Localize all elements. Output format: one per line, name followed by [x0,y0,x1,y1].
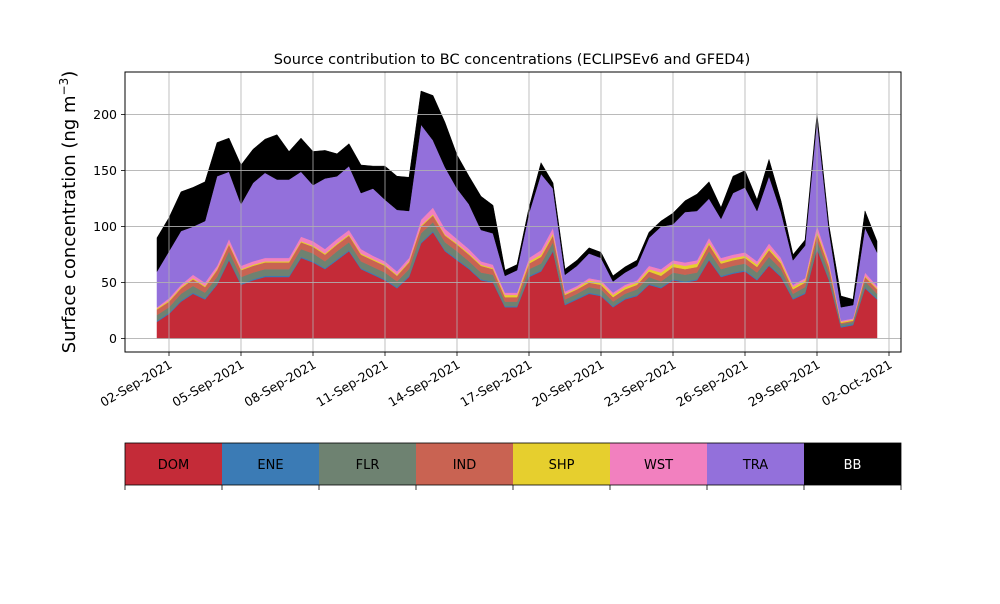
legend-label-dom: DOM [158,458,189,473]
y-axis-label-main: Surface concentration (ng m [59,95,80,353]
legend-swatch-ene [222,443,319,485]
legend-swatch-flr [319,443,416,485]
y-tick-label: 50 [101,275,117,290]
legend-swatch-tra [707,443,804,485]
y-tick-label: 200 [93,107,117,122]
plot-frame [124,71,902,353]
legend-swatch-ind [416,443,513,485]
legend-colorbar: DOM ENE FLR IND SHP WST TRA BB [124,442,902,490]
area-bb [156,90,878,308]
legend-label-ene: ENE [257,458,283,473]
y-tick-label: 100 [93,219,117,234]
legend-label-wst: WST [644,458,673,473]
legend-label-bb: BB [844,458,862,473]
legend-label-tra: TRA [742,458,768,473]
y-axis-label-exponent: −3 [57,78,71,96]
legend-label-ind: IND [453,458,477,473]
legend-swatch-wst [610,443,707,485]
legend-swatch-bb [804,443,901,485]
area-layers [156,90,878,339]
grid-lines [125,72,901,352]
chart-title: Source contribution to BC concentrations… [274,52,751,68]
y-axis-label: Surface concentration (ng m−3) [57,71,80,354]
legend-label-shp: SHP [549,458,575,473]
legend-swatch-dom [125,443,222,485]
y-tick-label: 0 [109,331,117,346]
y-axis-label-close: ) [59,71,80,78]
y-axis: 0 50 100 150 200 [93,107,125,346]
legend-swatch-shp [513,443,610,485]
y-tick-label: 150 [93,163,117,178]
legend-label-flr: FLR [356,458,380,473]
